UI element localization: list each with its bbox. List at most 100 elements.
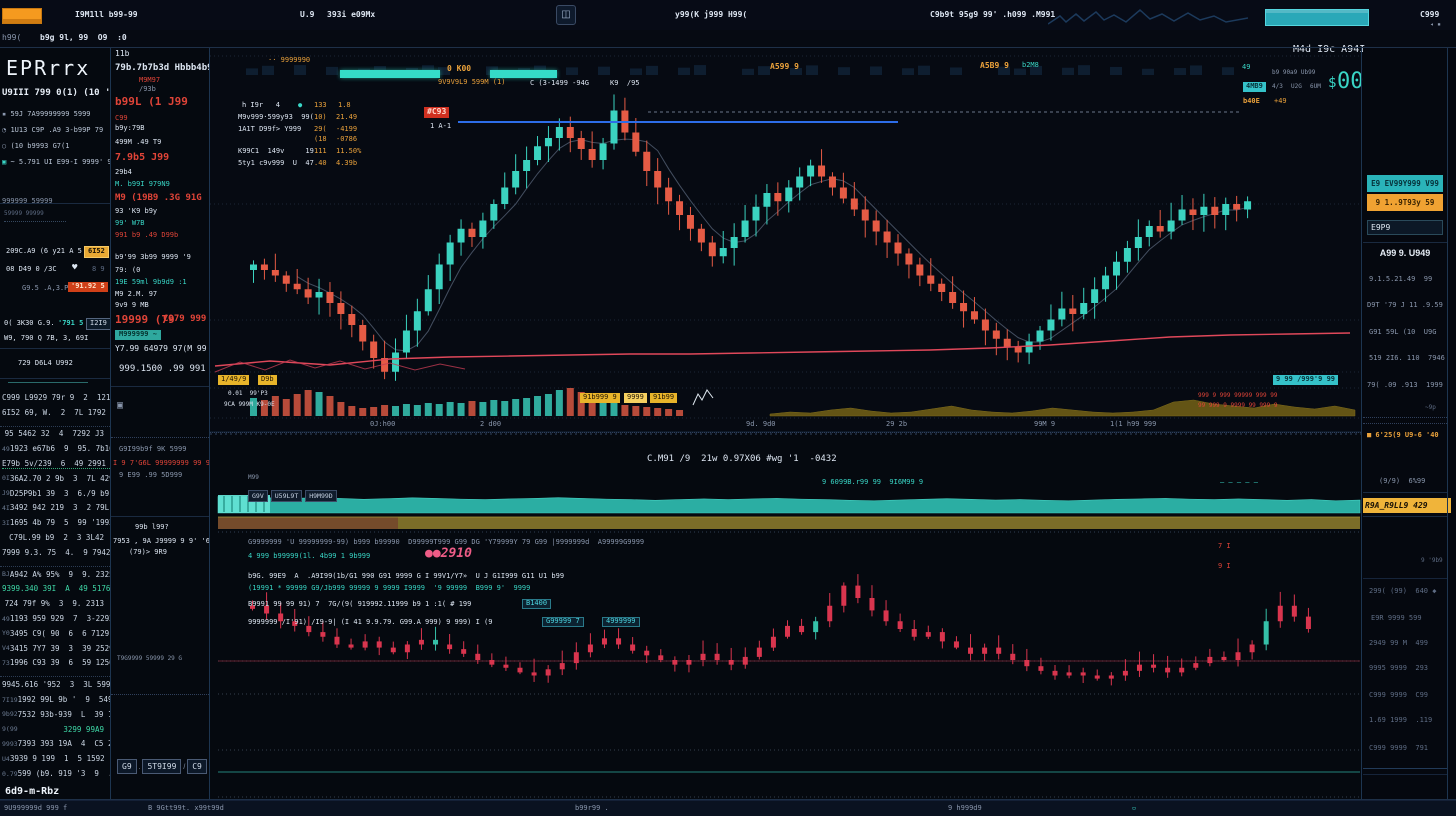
menu-item[interactable]: C999 xyxy=(1420,11,1439,20)
position-row[interactable]: 519 2I6. 110 7946 xyxy=(1369,355,1445,363)
quote-button[interactable]: 5T9I99 xyxy=(142,759,181,774)
event-chip[interactable]: 91b999 9 xyxy=(580,393,620,403)
volume-label: 0.01 99'P3 xyxy=(228,391,268,398)
quote-button[interactable]: C9 xyxy=(187,759,207,774)
ladder-row[interactable]: E9R 9999 599 xyxy=(1371,615,1422,623)
table-row[interactable]: 731996 C93 39 6 59 1256 xyxy=(0,656,110,671)
pane-note: M99 xyxy=(248,475,259,482)
watchlist-option[interactable]: ▣ ~ 5.791 UI E99-I 9999' 999d xyxy=(2,158,124,166)
sell-button[interactable]: E9 EV99Y999 V99 xyxy=(1367,175,1443,192)
ladder-row[interactable]: C999 9999 C99 xyxy=(1369,692,1428,700)
legend-entry: 21.49 xyxy=(336,114,357,122)
position-row[interactable]: 79( .09 .913 1999 xyxy=(1367,382,1443,390)
table-row[interactable]: 9945.616 '952 3 3L 599 xyxy=(0,677,110,692)
table-row[interactable]: 9(993299 99A9 xyxy=(0,722,110,737)
tag-chip[interactable]: 4999999 xyxy=(602,617,640,627)
window-controls[interactable]: ◂ ▪ xyxy=(1430,22,1441,29)
menu-item[interactable]: 393i e09Mx xyxy=(327,11,375,20)
quote-row[interactable]: 209C.A9 (6 y21 A 5 xyxy=(6,248,82,256)
event-chip[interactable]: 91b99 xyxy=(650,393,677,403)
watchlist-option[interactable]: ◔ 1U13 C9P .A9 3-b99P 79 xyxy=(2,126,103,134)
ladder-row[interactable]: C999 9999 791 xyxy=(1369,745,1428,753)
app-icon[interactable]: ◫ xyxy=(556,5,576,25)
quote-button[interactable]: G9 xyxy=(117,759,137,774)
table-row[interactable]: 95 5462 32 4 7292 J3 xyxy=(0,427,110,442)
table-row[interactable]: 0I36A2.70 2 9b 3 7L 4299 xyxy=(0,471,110,486)
tag-chip[interactable]: B1400 xyxy=(522,599,551,609)
axis-note: 999 9 999 99999 999 99 xyxy=(1198,393,1277,400)
collapse-hint[interactable]: ~9p xyxy=(1425,405,1436,412)
symbol-input[interactable] xyxy=(1367,220,1443,235)
alert-row[interactable]: ■ 6'25(9 U9-6 '40 xyxy=(1367,432,1439,440)
menu-item[interactable]: I9M1ll b99-99 xyxy=(75,11,138,20)
table-row[interactable]: 9b927532 93b-939 L 39 1999 xyxy=(0,707,110,722)
option-label: (10 b9993 G7(1 xyxy=(10,142,69,150)
price-badge[interactable]: I2I9 xyxy=(86,318,111,330)
main-chart[interactable]: h I9r 4●1331.8M9v999·599y93 99(10)21.491… xyxy=(210,48,1361,433)
indicator-tab[interactable]: G9V xyxy=(248,490,268,502)
price-chip[interactable]: 4MB9 xyxy=(1243,82,1266,92)
note-line: 7953 , 9A J9999 9 9' '69 xyxy=(113,538,214,546)
indicator-tab[interactable]: U59L9T xyxy=(271,490,302,502)
quote-value: C99 xyxy=(115,115,128,123)
progress-bar xyxy=(1265,9,1369,26)
table-row[interactable]: 6I52 69, W. 2 7L 1792 xyxy=(0,405,110,420)
table-row[interactable]: 724 79f 9% 3 9. 2313 xyxy=(0,596,110,611)
timeframe-chip[interactable]: 1/49/9 xyxy=(218,375,249,385)
table-row[interactable]: 99937393 393 19A 4 C5 2193 xyxy=(0,737,110,752)
indicator-tab[interactable]: H9M99D xyxy=(305,490,336,502)
table-row[interactable]: 0.79599 (b9. 919 '3 9 .99( xyxy=(0,766,110,781)
app-logo[interactable] xyxy=(2,8,42,24)
indicator-pane[interactable]: G9VU59L9TH9M99D C.M91 /9 21w 0.97X06 #wg… xyxy=(210,433,1361,799)
ladder-row[interactable]: 2949 99 M 499 xyxy=(1369,640,1428,648)
table-row[interactable]: J9D25P9b1 39 3 6./9 b9 xyxy=(0,486,110,501)
timeframe-chip[interactable]: D9b xyxy=(258,375,277,385)
collapse-icon[interactable]: ▣ xyxy=(117,400,123,411)
table-row[interactable]: 7I191992 99L 9b ' 9 5499 xyxy=(0,692,110,707)
buy-button[interactable]: 9 1..9T93y 59 xyxy=(1367,194,1443,211)
table-row[interactable]: 491193 959 929 7 3-2292 xyxy=(0,611,110,626)
watchlist-option[interactable]: ○ (10 b9993 G7(1 xyxy=(2,142,69,150)
ladder-row[interactable]: 1.69 1999 .119 xyxy=(1369,717,1432,725)
ladder-row[interactable]: 9995 9999 293 xyxy=(1369,665,1428,673)
table-row[interactable]: 9399.340 39I A 49 5176 xyxy=(0,582,110,597)
favorite-icon[interactable]: ♥ xyxy=(72,264,77,274)
watchlist-option[interactable]: ▪ 59J 7A99999999 5999 xyxy=(2,110,91,118)
table-row[interactable]: 4I3492 942 219 3 2 79L xyxy=(0,501,110,516)
highlighted-position-row[interactable]: R9A_R9LL9 429 xyxy=(1363,498,1451,513)
quote-row[interactable]: G9.5 .A,3.P. xyxy=(22,285,73,293)
table-row[interactable]: E79b 5v/239 6 49 2991 xyxy=(0,456,110,471)
menu-item[interactable]: C9b9t 95g9 99' .h099 .M991 xyxy=(930,11,1055,20)
status-chip[interactable]: M999999 ~ xyxy=(115,330,161,340)
position-row[interactable]: 9.1.5.21.49 99 xyxy=(1369,276,1432,284)
table-row[interactable]: BJA942 A% 95% 9 9. 2325 xyxy=(0,567,110,582)
position-row[interactable]: D9T '79 J 11 .9.59 xyxy=(1367,302,1443,310)
table-row[interactable]: Y03495 C9( 90 6 6 7129 xyxy=(0,626,110,641)
quote-row[interactable]: 08 D49 0 /3C xyxy=(6,266,57,274)
quote-value: M9 (19B9 .3G 91G xyxy=(115,194,202,204)
price-axis-label: U2G xyxy=(1291,84,1302,91)
quote-row[interactable]: 0( 3K30 G.9. xyxy=(4,320,55,328)
table-row[interactable]: U43939 9 199 1 5 1592 xyxy=(0,751,110,766)
pane-title: M4d I9c A94I xyxy=(1293,44,1365,55)
instrument-name: 79b.7b7b3d Hbbb4b9d xyxy=(115,64,218,74)
table-row[interactable]: V43415 7Y7 39 3 39 2529 xyxy=(0,641,110,656)
event-chip[interactable]: 9999 xyxy=(624,393,647,403)
legend-entry: -4199 xyxy=(336,126,357,134)
table-row[interactable]: 7999 9.3. 75 4. 9 7942 xyxy=(0,545,110,560)
table-row[interactable]: 491923 e67b6 9 95. 7b16 xyxy=(0,441,110,456)
menu-item[interactable]: y99(K j999 H99( xyxy=(675,11,747,20)
range-button[interactable]: 9 99 /999'9 99 xyxy=(1273,375,1338,385)
ladder-row[interactable]: 299( (99) 640 ◆ xyxy=(1369,588,1436,596)
price-badge[interactable]: '91.92 5 xyxy=(68,282,108,292)
alert-badge[interactable]: #C93 xyxy=(424,107,449,118)
tag-chip[interactable]: G99999 7 xyxy=(542,617,584,627)
table-row[interactable]: 3I1695 4b 79 5 99 '1992 xyxy=(0,515,110,530)
chart-annotation: A599 9 xyxy=(770,63,799,72)
table-row[interactable]: C79L.99 b9 2 3 3L42 xyxy=(0,530,110,545)
table-row[interactable]: C999 L9929 79r 9 2 1219 xyxy=(0,390,110,405)
position-row[interactable]: G91 59L (10 U9G xyxy=(1369,329,1436,337)
price-badge[interactable]: 6I52 xyxy=(84,246,109,258)
row-text: E79b 5v/239 6 49 2991 xyxy=(2,459,112,469)
menu-item[interactable]: U.9 xyxy=(300,11,314,20)
